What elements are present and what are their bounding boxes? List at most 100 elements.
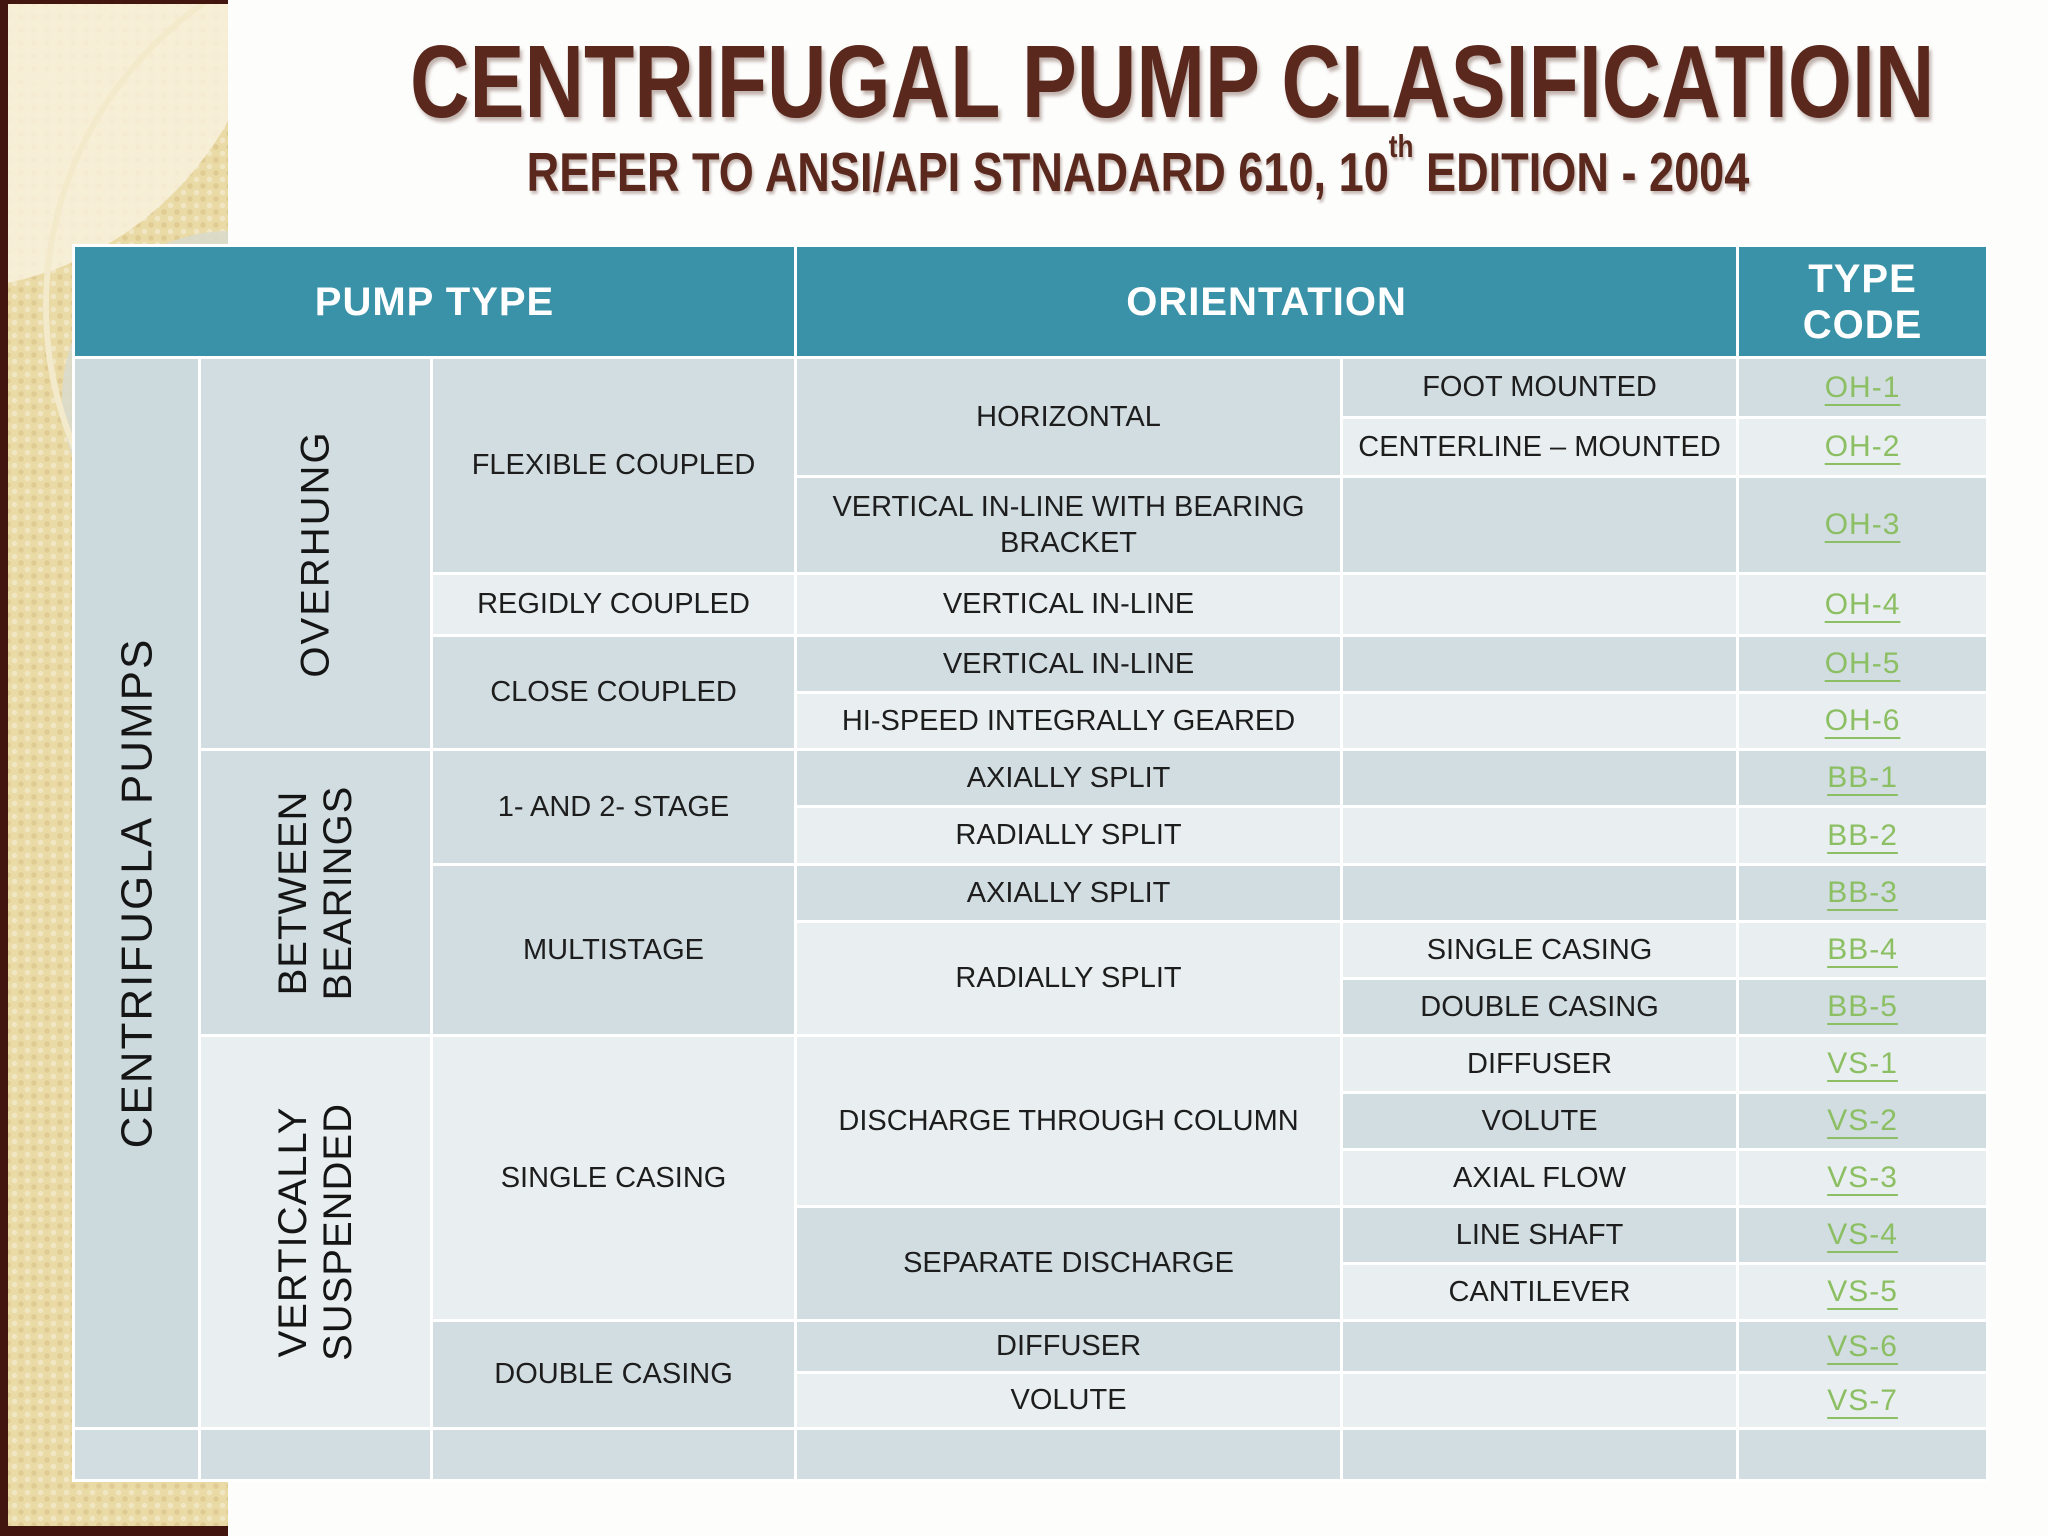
cell-regidly-coupled: REGIDLY COUPLED — [429, 572, 798, 637]
header-type-code-label: TYPE CODE — [1802, 256, 1923, 347]
cell-centrifugal-pumps: CENTRIFUGLA PUMPS — [72, 356, 201, 1430]
table-row: SEPARATE DISCHARGE LINE SHAFT VS-4 — [74, 1205, 1990, 1322]
section-label-between-bearings: BETWEEN BEARINGS — [270, 785, 360, 1000]
cell-code-oh2: OH-2 — [1736, 416, 1990, 478]
cell-code-oh1: OH-1 — [1736, 356, 1990, 419]
cell-code-bb4: BB-4 — [1736, 920, 1990, 980]
cell-code-oh5: OH-5 — [1736, 634, 1990, 694]
cell-code-bb2: BB-2 — [1736, 805, 1990, 866]
cell-separate-discharge: SEPARATE DISCHARGE — [794, 1205, 1344, 1322]
empty-cell — [1340, 805, 1740, 866]
type-code-link-vs1[interactable]: VS-1 — [1827, 1047, 1898, 1081]
cell-code-oh6: OH-6 — [1736, 691, 1990, 751]
type-code-link-vs6[interactable]: VS-6 — [1827, 1329, 1898, 1363]
table-row: CENTERLINE – MOUNTED OH-2 — [74, 416, 1990, 478]
type-code-link-oh5[interactable]: OH-5 — [1824, 647, 1901, 681]
cell-vertical-inline-bracket: VERTICAL IN-LINE WITH BEARING BRACKET — [794, 475, 1344, 575]
cell-diffuser-double: DIFFUSER — [794, 1319, 1344, 1374]
cell-code-vs3: VS-3 — [1736, 1148, 1990, 1208]
type-code-link-vs4[interactable]: VS-4 — [1827, 1218, 1898, 1252]
empty-cell — [1340, 1427, 1740, 1482]
cell-single-casing-sub: SINGLE CASING — [1340, 920, 1740, 980]
table-row — [72, 1427, 1990, 1482]
cell-discharge-through-column: DISCHARGE THROUGH COLUMN — [794, 1034, 1344, 1208]
cell-code-vs1: VS-1 — [1736, 1034, 1990, 1094]
type-code-link-vs7[interactable]: VS-7 — [1827, 1383, 1898, 1417]
empty-cell — [794, 1427, 1344, 1482]
type-code-link-vs3[interactable]: VS-3 — [1827, 1161, 1898, 1195]
empty-cell — [429, 1427, 798, 1482]
table-row: CANTILEVER VS-5 — [74, 1262, 1990, 1322]
empty-cell — [198, 1427, 433, 1482]
cell-axially-split-multi: AXIALLY SPLIT — [794, 863, 1344, 923]
empty-cell — [1736, 1427, 1990, 1482]
type-code-link-oh6[interactable]: OH-6 — [1824, 704, 1901, 738]
type-code-link-oh1[interactable]: OH-1 — [1824, 370, 1901, 404]
type-code-link-vs5[interactable]: VS-5 — [1827, 1275, 1898, 1309]
cell-code-vs4: VS-4 — [1736, 1205, 1990, 1265]
cell-diffuser-single: DIFFUSER — [1340, 1034, 1740, 1094]
subtitle-superscript: th — [1388, 128, 1414, 165]
cell-horizontal: HORIZONTAL — [794, 356, 1344, 478]
cell-vertical-inline-close: VERTICAL IN-LINE — [794, 634, 1344, 694]
type-code-link-bb1[interactable]: BB-1 — [1827, 761, 1898, 795]
table-row: BETWEEN BEARINGS 1- AND 2- STAGE AXIALLY… — [74, 748, 1990, 1037]
header-pump-type: PUMP TYPE — [71, 244, 798, 359]
cell-multistage: MULTISTAGE — [429, 863, 798, 1037]
type-code-link-oh3[interactable]: OH-3 — [1824, 508, 1901, 542]
type-code-link-bb4[interactable]: BB-4 — [1827, 933, 1898, 967]
subtitle-text-suffix: EDITION - 2004 — [1413, 141, 1750, 204]
cell-volute-single: VOLUTE — [1340, 1091, 1740, 1151]
cell-code-oh4: OH-4 — [1736, 572, 1990, 637]
cell-code-vs6: VS-6 — [1736, 1319, 1990, 1374]
cell-flexible-coupled: FLEXIBLE COUPLED — [429, 356, 798, 575]
title-block: CENTRIFUGAL PUMP CLASIFICATIOIN REFER TO… — [228, 27, 2048, 204]
cell-code-bb3: BB-3 — [1736, 863, 1990, 923]
table-row: RADIALLY SPLIT BB-2 — [74, 805, 1990, 866]
cell-volute-double: VOLUTE — [794, 1371, 1344, 1430]
cell-cantilever: CANTILEVER — [1340, 1262, 1740, 1322]
cell-single-casing: SINGLE CASING — [429, 1034, 798, 1322]
cell-stage-1-2: 1- AND 2- STAGE — [429, 748, 798, 866]
cell-radially-split-12: RADIALLY SPLIT — [794, 805, 1344, 866]
table-row: CLOSE COUPLED VERTICAL IN-LINE OH-5 — [74, 634, 1990, 751]
cell-axially-split-12: AXIALLY SPLIT — [794, 748, 1344, 808]
pump-classification-table: PUMP TYPE ORIENTATION TYPE CODE CENTRIFU… — [71, 244, 1990, 1482]
type-code-link-bb3[interactable]: BB-3 — [1827, 876, 1898, 910]
type-code-link-oh4[interactable]: OH-4 — [1824, 587, 1901, 621]
cell-close-coupled: CLOSE COUPLED — [429, 634, 798, 751]
table-row: REGIDLY COUPLED VERTICAL IN-LINE OH-4 — [74, 572, 1990, 637]
cell-double-casing: DOUBLE CASING — [429, 1319, 798, 1430]
type-code-link-bb2[interactable]: BB-2 — [1827, 818, 1898, 852]
table-row: VERTICALLY SUSPENDED SINGLE CASING DISCH… — [74, 1034, 1990, 1430]
cell-centerline-mounted: CENTERLINE – MOUNTED — [1340, 416, 1740, 478]
cell-code-oh3: OH-3 — [1736, 475, 1990, 575]
empty-cell — [1340, 691, 1740, 751]
header-orientation: ORIENTATION — [794, 244, 1740, 359]
cell-code-vs5: VS-5 — [1736, 1262, 1990, 1322]
cell-code-bb5: BB-5 — [1736, 977, 1990, 1037]
cell-code-bb1: BB-1 — [1736, 748, 1990, 808]
section-label-overhung: OVERHUNG — [293, 429, 338, 678]
table-row: VOLUTE VS-2 — [74, 1091, 1990, 1151]
cell-hispeed-geared: HI-SPEED INTEGRALLY GEARED — [794, 691, 1344, 751]
empty-cell — [1340, 1371, 1740, 1430]
table-row: DOUBLE CASING DIFFUSER VS-6 — [74, 1319, 1990, 1430]
empty-cell — [72, 1427, 201, 1482]
table-row: DOUBLE CASING BB-5 — [74, 977, 1990, 1037]
cell-code-vs2: VS-2 — [1736, 1091, 1990, 1151]
table-row: VERTICAL IN-LINE WITH BEARING BRACKET OH… — [74, 475, 1990, 575]
header-type-code: TYPE CODE — [1736, 244, 1990, 359]
empty-cell — [1340, 475, 1740, 575]
section-label-vertically-suspended: VERTICALLY SUSPENDED — [270, 1103, 360, 1361]
empty-cell — [1340, 863, 1740, 923]
empty-cell — [1340, 748, 1740, 808]
table-row: CENTRIFUGLA PUMPS OVERHUNG FLEXIBLE COUP… — [72, 356, 1990, 1430]
type-code-link-bb5[interactable]: BB-5 — [1827, 990, 1898, 1024]
table-row: VOLUTE VS-7 — [74, 1371, 1990, 1430]
type-code-link-oh2[interactable]: OH-2 — [1824, 430, 1901, 464]
type-code-link-vs2[interactable]: VS-2 — [1827, 1104, 1898, 1138]
table-row: HI-SPEED INTEGRALLY GEARED OH-6 — [74, 691, 1990, 751]
cell-foot-mounted: FOOT MOUNTED — [1340, 356, 1740, 419]
